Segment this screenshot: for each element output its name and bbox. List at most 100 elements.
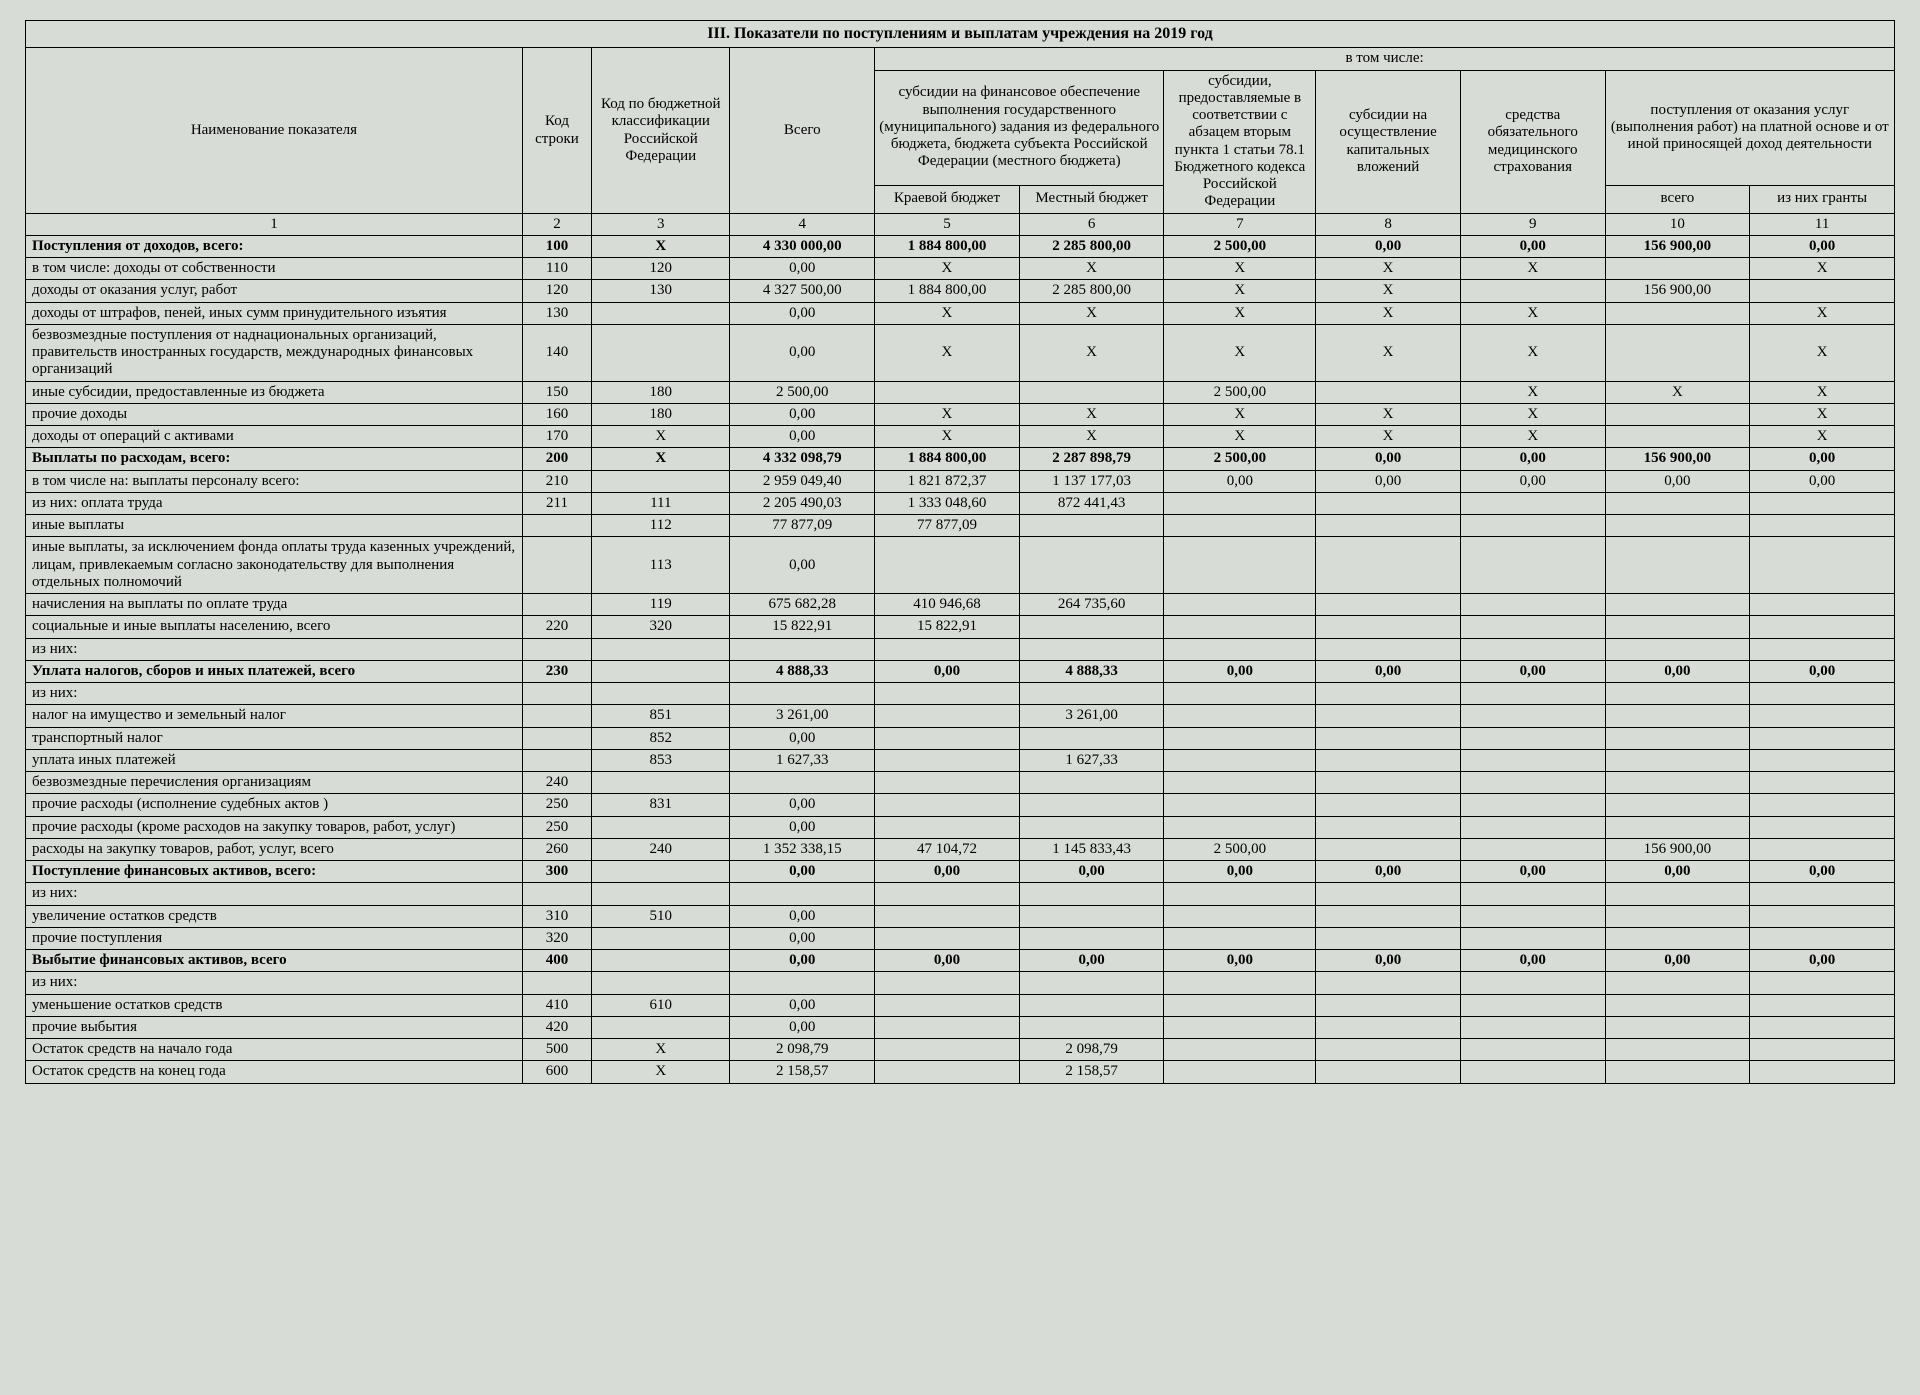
cell-c5 bbox=[875, 381, 1020, 403]
cell-c7: X bbox=[1164, 403, 1316, 425]
cell-c10 bbox=[1605, 883, 1750, 905]
cell-c10 bbox=[1605, 705, 1750, 727]
cell-c8 bbox=[1316, 905, 1461, 927]
cell-c4: 2 158,57 bbox=[730, 1061, 875, 1083]
cell-c3: 610 bbox=[592, 994, 730, 1016]
cell-c8: X bbox=[1316, 426, 1461, 448]
cell-c2 bbox=[522, 537, 591, 594]
cell-c7: 2 500,00 bbox=[1164, 235, 1316, 257]
cell-name: уплата иных платежей bbox=[26, 749, 523, 771]
cell-c8 bbox=[1316, 816, 1461, 838]
cell-name: доходы от штрафов, пеней, иных сумм прин… bbox=[26, 302, 523, 324]
cell-c10 bbox=[1605, 749, 1750, 771]
cell-c2: 410 bbox=[522, 994, 591, 1016]
cell-c2: 400 bbox=[522, 950, 591, 972]
table-body: Поступления от доходов, всего:100X4 330 … bbox=[26, 235, 1895, 1083]
cell-c8: 0,00 bbox=[1316, 448, 1461, 470]
cell-c6: 1 137 177,03 bbox=[1019, 470, 1164, 492]
cell-c7 bbox=[1164, 994, 1316, 1016]
cell-c10 bbox=[1605, 794, 1750, 816]
cell-c10 bbox=[1605, 927, 1750, 949]
cell-c5: 410 946,68 bbox=[875, 594, 1020, 616]
cell-c7 bbox=[1164, 683, 1316, 705]
cell-c8: 0,00 bbox=[1316, 861, 1461, 883]
cell-c11 bbox=[1750, 705, 1895, 727]
cell-c4: 0,00 bbox=[730, 950, 875, 972]
cell-c4: 2 205 490,03 bbox=[730, 492, 875, 514]
cell-c10: 0,00 bbox=[1605, 470, 1750, 492]
cell-c5 bbox=[875, 994, 1020, 1016]
cell-c8 bbox=[1316, 994, 1461, 1016]
cell-name: расходы на закупку товаров, работ, услуг… bbox=[26, 838, 523, 860]
cell-c7: X bbox=[1164, 258, 1316, 280]
coln-2: 2 bbox=[522, 213, 591, 235]
coln-10: 10 bbox=[1605, 213, 1750, 235]
cell-c11 bbox=[1750, 616, 1895, 638]
cell-c9 bbox=[1460, 772, 1605, 794]
cell-c10: 156 900,00 bbox=[1605, 235, 1750, 257]
cell-c3 bbox=[592, 470, 730, 492]
hdr-row-code: Код строки bbox=[522, 48, 591, 213]
cell-c11 bbox=[1750, 905, 1895, 927]
cell-c2: 300 bbox=[522, 861, 591, 883]
cell-c7: 2 500,00 bbox=[1164, 448, 1316, 470]
cell-name: Уплата налогов, сборов и иных платежей, … bbox=[26, 660, 523, 682]
cell-c4 bbox=[730, 883, 875, 905]
cell-c5: 1 333 048,60 bbox=[875, 492, 1020, 514]
cell-c4: 15 822,91 bbox=[730, 616, 875, 638]
cell-c3 bbox=[592, 1016, 730, 1038]
cell-c3: X bbox=[592, 1039, 730, 1061]
col-number-row: 1 2 3 4 5 6 7 8 9 10 11 bbox=[26, 213, 1895, 235]
cell-c9 bbox=[1460, 537, 1605, 594]
cell-c5 bbox=[875, 816, 1020, 838]
cell-c6 bbox=[1019, 381, 1164, 403]
table-row: доходы от операций с активами170X0,00XXX… bbox=[26, 426, 1895, 448]
cell-c2: 220 bbox=[522, 616, 591, 638]
cell-c7 bbox=[1164, 515, 1316, 537]
cell-c8 bbox=[1316, 616, 1461, 638]
cell-c3: 510 bbox=[592, 905, 730, 927]
cell-c9 bbox=[1460, 1061, 1605, 1083]
cell-c11 bbox=[1750, 594, 1895, 616]
cell-c5: 47 104,72 bbox=[875, 838, 1020, 860]
table-row: уменьшение остатков средств4106100,00 bbox=[26, 994, 1895, 1016]
hdr-subs-cap: субсидии на осуществление капитальных вл… bbox=[1316, 70, 1461, 213]
cell-c3 bbox=[592, 324, 730, 381]
cell-c5 bbox=[875, 537, 1020, 594]
cell-c5: 0,00 bbox=[875, 950, 1020, 972]
cell-c3 bbox=[592, 302, 730, 324]
cell-c10: 156 900,00 bbox=[1605, 280, 1750, 302]
hdr-subs-task: субсидии на финансовое обеспечение выпол… bbox=[875, 70, 1164, 185]
table-row: Остаток средств на конец года600X2 158,5… bbox=[26, 1061, 1895, 1083]
cell-name: Поступления от доходов, всего: bbox=[26, 235, 523, 257]
cell-c7 bbox=[1164, 1016, 1316, 1038]
cell-c2 bbox=[522, 594, 591, 616]
cell-c6: X bbox=[1019, 403, 1164, 425]
cell-c8: 0,00 bbox=[1316, 660, 1461, 682]
cell-c2: 420 bbox=[522, 1016, 591, 1038]
table-row: из них: bbox=[26, 972, 1895, 994]
cell-c3 bbox=[592, 883, 730, 905]
coln-1: 1 bbox=[26, 213, 523, 235]
cell-c9: X bbox=[1460, 403, 1605, 425]
cell-name: прочие доходы bbox=[26, 403, 523, 425]
cell-c11: X bbox=[1750, 381, 1895, 403]
cell-c3: 852 bbox=[592, 727, 730, 749]
cell-c3: X bbox=[592, 1061, 730, 1083]
cell-name: Выплаты по расходам, всего: bbox=[26, 448, 523, 470]
cell-c3: 831 bbox=[592, 794, 730, 816]
cell-c11 bbox=[1750, 515, 1895, 537]
cell-c8 bbox=[1316, 794, 1461, 816]
cell-c6 bbox=[1019, 816, 1164, 838]
cell-c5: X bbox=[875, 324, 1020, 381]
cell-c3: 180 bbox=[592, 403, 730, 425]
cell-c4: 0,00 bbox=[730, 994, 875, 1016]
cell-c4: 0,00 bbox=[730, 324, 875, 381]
cell-c8 bbox=[1316, 927, 1461, 949]
cell-c6 bbox=[1019, 927, 1164, 949]
cell-c6: 2 285 800,00 bbox=[1019, 235, 1164, 257]
cell-name: в том числе на: выплаты персоналу всего: bbox=[26, 470, 523, 492]
cell-c4 bbox=[730, 972, 875, 994]
cell-c10: 156 900,00 bbox=[1605, 448, 1750, 470]
cell-c6 bbox=[1019, 994, 1164, 1016]
